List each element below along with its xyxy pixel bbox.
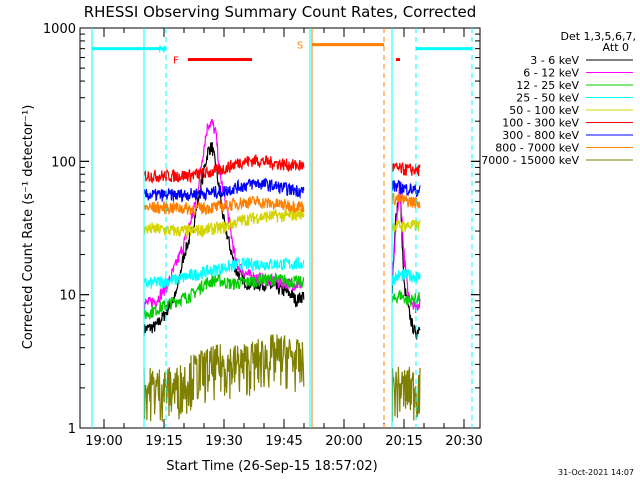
series-line	[143, 255, 421, 289]
x-tick-label: 20:00	[325, 434, 362, 449]
legend-entry: 50 - 100 keV	[509, 104, 579, 117]
chart-title: RHESSI Observing Summary Count Rates, Co…	[84, 3, 477, 21]
x-tick-label: 20:30	[445, 434, 482, 449]
flag-label: F	[173, 56, 179, 67]
legend-header-line-1: Det 1,3,5,6,7,	[560, 30, 636, 43]
legend-entry: 7000 - 15000 keV	[481, 154, 579, 167]
flag-label: N	[158, 45, 165, 56]
series-line	[143, 154, 421, 184]
y-tick-label: 10	[59, 289, 76, 304]
legend-entry: 800 - 7000 keV	[495, 142, 579, 155]
plot-layer: 1 10 100 1000 19:00 19:15 19:30 19:45 20:00 20:15…	[43, 22, 633, 449]
plot-frame	[79, 27, 481, 429]
series-line	[143, 192, 421, 217]
y-axis-label: Corrected Count Rate (s⁻¹ detector⁻¹)	[21, 105, 36, 350]
x-tick-label: 19:45	[265, 434, 302, 449]
x-tick-label: 19:30	[205, 434, 242, 449]
series-line	[143, 334, 421, 422]
series-line	[143, 272, 421, 320]
x-axis-label: Start Time (26-Sep-15 18:57:02)	[166, 459, 377, 474]
y-tick-label: 1	[68, 422, 76, 437]
legend-entry: 100 - 300 keV	[502, 117, 579, 130]
series-line	[143, 207, 421, 239]
legend-entry: 300 - 800 keV	[502, 129, 579, 142]
legend-entry: 6 - 12 keV	[523, 67, 579, 80]
x-tick-label: 20:15	[385, 434, 422, 449]
legend-entry: 25 - 50 keV	[516, 92, 579, 105]
legend-entry: 12 - 25 keV	[516, 79, 579, 92]
legend-entry: 3 - 6 keV	[530, 54, 579, 67]
flag-label: S	[297, 41, 303, 52]
legend-header-line-2: Att 0	[603, 41, 629, 54]
x-tick-label: 19:15	[145, 434, 182, 449]
y-tick-label: 1000	[43, 22, 76, 37]
footer-date: 31-Oct-2021 14:07	[558, 468, 634, 477]
y-tick-label: 100	[51, 155, 76, 170]
x-tick-label: 19:00	[85, 434, 122, 449]
series-line	[143, 177, 421, 203]
